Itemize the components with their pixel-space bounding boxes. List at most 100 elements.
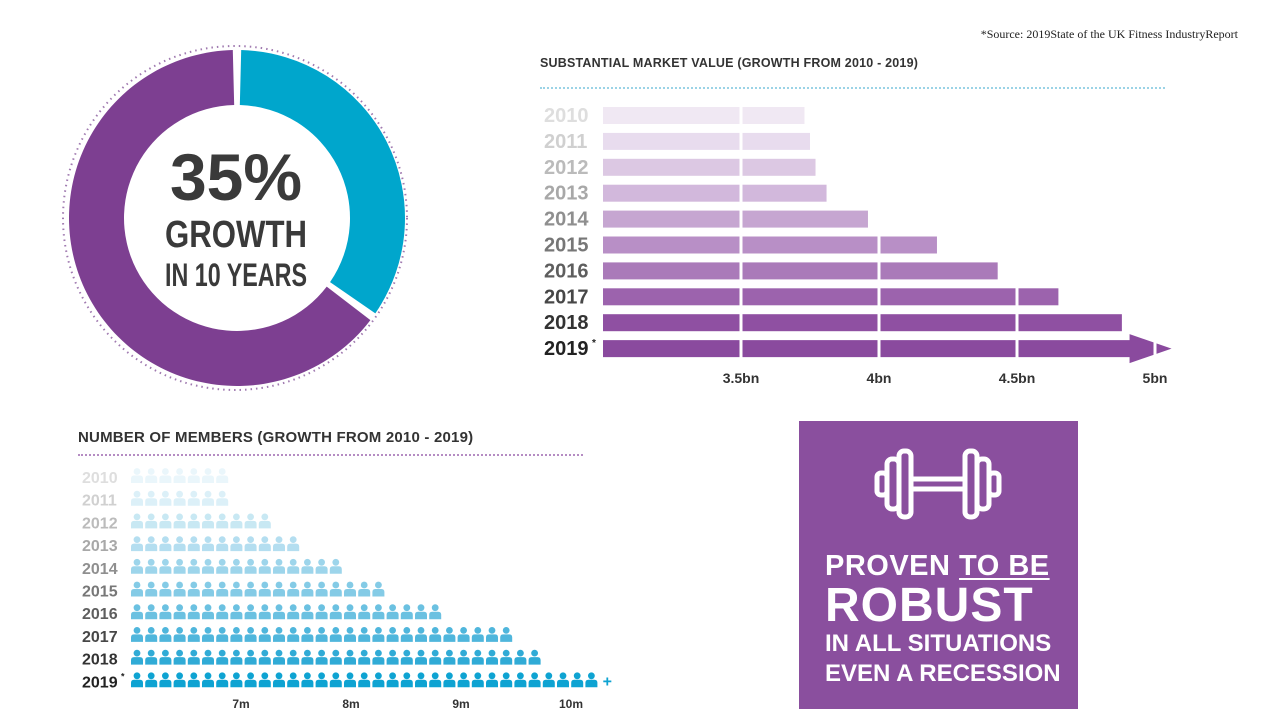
member-person-icon xyxy=(315,558,328,574)
market-tick-label: 3.5bn xyxy=(723,370,760,386)
member-person-icon xyxy=(585,672,598,688)
member-person-icon xyxy=(187,604,200,620)
members-title-divider xyxy=(78,454,583,456)
member-person-icon xyxy=(145,536,158,552)
member-person-icon xyxy=(315,649,328,665)
member-person-icon xyxy=(301,604,314,620)
member-person-icon xyxy=(358,649,371,665)
member-person-icon xyxy=(216,649,229,665)
member-person-icon xyxy=(358,581,371,597)
member-person-icon xyxy=(415,672,427,688)
member-person-icon xyxy=(471,672,484,688)
member-person-icon xyxy=(159,627,172,642)
member-person-icon xyxy=(344,649,356,665)
member-person-icon xyxy=(258,649,271,665)
member-person-icon xyxy=(159,649,172,665)
member-person-icon xyxy=(273,604,285,620)
market-year-mark: * xyxy=(592,338,596,349)
donut-segment-rest xyxy=(68,50,371,387)
members-tick-label: 8m xyxy=(342,697,359,711)
donut-label-growth: GROWTH xyxy=(165,214,307,256)
member-person-icon xyxy=(415,604,427,620)
member-person-icon xyxy=(159,581,172,597)
member-person-icon xyxy=(528,649,541,665)
member-person-icon xyxy=(386,672,399,688)
member-person-icon xyxy=(329,558,342,574)
robust-line-to-be: TO BE xyxy=(959,550,1050,582)
market-year-label: 2015 xyxy=(544,235,589,257)
member-person-icon xyxy=(301,627,314,642)
member-person-icon xyxy=(244,672,257,688)
member-person-icon xyxy=(145,468,158,483)
member-person-icon xyxy=(145,513,158,529)
market-year-label: 2012 xyxy=(544,157,589,179)
member-person-icon xyxy=(173,604,186,620)
member-person-icon xyxy=(173,558,186,574)
member-person-icon xyxy=(386,649,399,665)
market-year-label: 2019 xyxy=(544,338,589,360)
member-person-icon xyxy=(287,649,300,665)
member-person-icon xyxy=(329,627,342,642)
member-person-icon xyxy=(230,536,243,552)
member-person-icon xyxy=(173,490,186,506)
member-person-icon xyxy=(187,468,200,483)
member-person-icon xyxy=(329,581,342,597)
robust-line-proven: PROVEN xyxy=(825,550,960,582)
members-plus-mark: + xyxy=(603,673,612,690)
member-person-icon xyxy=(244,513,257,529)
member-person-icon xyxy=(287,558,300,574)
member-person-icon xyxy=(443,672,456,688)
member-person-icon xyxy=(216,536,229,552)
member-person-icon xyxy=(159,490,172,506)
member-person-icon xyxy=(159,672,172,688)
member-person-icon xyxy=(173,468,186,483)
member-person-icon xyxy=(187,513,200,529)
member-person-icon xyxy=(443,627,456,642)
member-person-icon xyxy=(344,604,356,620)
member-person-icon xyxy=(273,649,285,665)
member-person-icon xyxy=(187,672,200,688)
robust-line-recession: EVEN A RECESSION xyxy=(825,660,1061,687)
member-person-icon xyxy=(258,672,271,688)
members-year-mark: * xyxy=(121,671,125,681)
member-person-icon xyxy=(514,649,527,665)
member-person-icon xyxy=(230,581,243,597)
member-person-icon xyxy=(457,627,470,642)
market-bar xyxy=(603,184,827,202)
member-person-icon xyxy=(216,513,229,529)
members-year-label: 2012 xyxy=(82,515,118,532)
member-person-icon xyxy=(273,558,285,574)
member-person-icon xyxy=(400,672,413,688)
member-person-icon xyxy=(500,649,513,665)
member-person-icon xyxy=(443,649,456,665)
member-person-icon xyxy=(258,627,271,642)
source-note: *Source: 2019State of the UK Fitness Ind… xyxy=(980,27,1238,41)
market-year-label: 2018 xyxy=(544,312,589,334)
member-person-icon xyxy=(173,536,186,552)
member-person-icon xyxy=(216,558,229,574)
members-tick-label: 7m xyxy=(232,697,249,711)
market-year-label: 2016 xyxy=(544,260,589,282)
member-person-icon xyxy=(287,536,300,552)
donut-outer-dots xyxy=(62,45,408,391)
member-person-icon xyxy=(187,490,200,506)
members-year-label: 2011 xyxy=(82,493,117,510)
member-person-icon xyxy=(173,627,186,642)
member-person-icon xyxy=(372,649,385,665)
market-bar xyxy=(603,314,1122,332)
member-person-icon xyxy=(287,627,300,642)
members-tick-label: 9m xyxy=(452,697,469,711)
member-person-icon xyxy=(145,672,158,688)
member-person-icon xyxy=(187,627,200,642)
donut-segment-growth xyxy=(239,50,406,314)
member-person-icon xyxy=(358,604,371,620)
member-person-icon xyxy=(131,649,143,665)
member-person-icon xyxy=(315,581,328,597)
market-value-title: SUBSTANTIAL MARKET VALUE (GROWTH FROM 20… xyxy=(540,56,919,70)
member-person-icon xyxy=(131,627,143,642)
member-person-icon xyxy=(344,627,356,642)
member-person-icon xyxy=(230,558,243,574)
member-person-icon xyxy=(230,627,243,642)
member-person-icon xyxy=(187,558,200,574)
